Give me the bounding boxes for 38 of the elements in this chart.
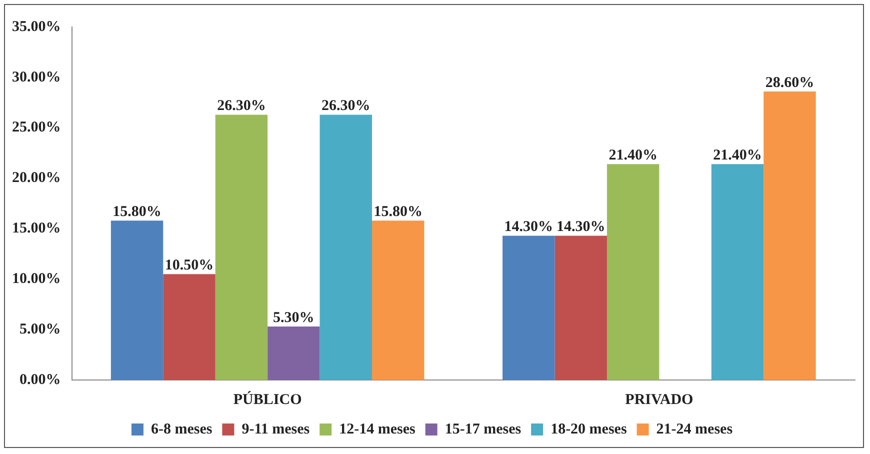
legend-label: 15-17 meses <box>444 421 522 438</box>
legend-label: 9-11 meses <box>242 421 310 438</box>
y-tick-label: 20.00% <box>12 170 61 186</box>
y-tick-label: 10.00% <box>12 271 61 288</box>
bar <box>215 114 268 380</box>
data-label: 14.30% <box>504 219 554 236</box>
data-label: 21.40% <box>713 148 762 164</box>
data-label: 26.30% <box>322 98 370 114</box>
bar <box>606 164 660 380</box>
bar <box>320 114 372 380</box>
y-tick-label: 30.00% <box>12 69 61 86</box>
data-label: 15.80% <box>374 204 422 220</box>
data-label: 5.30% <box>273 310 314 326</box>
data-label: 10.50% <box>164 257 214 274</box>
data-label: 21.40% <box>608 148 658 164</box>
legend-label: 18-20 meses <box>550 421 627 438</box>
y-tick-label: 25.00% <box>12 120 61 136</box>
y-tick-label: 5.00% <box>20 321 61 338</box>
y-tick-label: 15.00% <box>12 220 61 237</box>
bar <box>502 236 555 380</box>
bar <box>554 236 607 380</box>
y-tick-label: 0.00% <box>20 372 61 388</box>
bar <box>268 326 320 380</box>
bar <box>764 92 816 380</box>
legend-label: 12-14 meses <box>339 421 416 438</box>
legend-label: 6-8 meses <box>150 421 212 438</box>
bar <box>163 274 216 380</box>
bar <box>372 220 424 380</box>
data-label: 26.30% <box>217 98 266 114</box>
bar <box>711 164 764 380</box>
x-tick-label: PRIVADO <box>625 392 694 408</box>
data-label: 28.60% <box>765 74 814 91</box>
bar <box>110 220 164 380</box>
legend-label: 21-24 meses <box>656 421 733 438</box>
x-tick-label: PÚBLICO <box>233 390 302 408</box>
y-tick-label: 35.00% <box>12 18 61 35</box>
data-label: 14.30% <box>556 219 606 236</box>
data-label: 15.80% <box>112 204 162 220</box>
